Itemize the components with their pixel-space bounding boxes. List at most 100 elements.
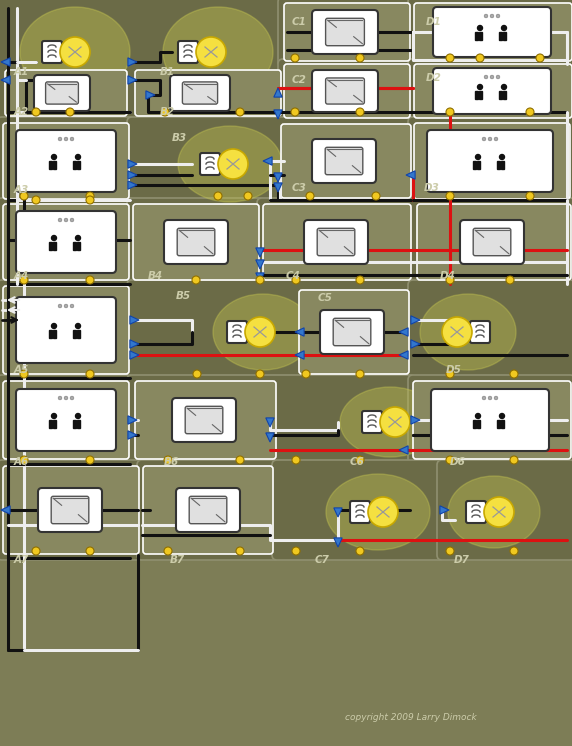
FancyBboxPatch shape: [178, 41, 198, 63]
Circle shape: [494, 396, 498, 400]
Polygon shape: [1, 76, 10, 84]
Bar: [473, 420, 475, 428]
Polygon shape: [128, 76, 137, 84]
FancyBboxPatch shape: [470, 321, 490, 343]
Circle shape: [499, 154, 505, 160]
Polygon shape: [146, 91, 155, 99]
FancyBboxPatch shape: [135, 381, 276, 459]
Polygon shape: [411, 316, 420, 325]
FancyBboxPatch shape: [3, 286, 129, 374]
Polygon shape: [256, 248, 264, 257]
Circle shape: [196, 37, 226, 67]
Circle shape: [499, 413, 505, 419]
FancyBboxPatch shape: [3, 466, 139, 554]
FancyBboxPatch shape: [281, 124, 411, 198]
Circle shape: [446, 192, 454, 200]
Text: C7: C7: [315, 555, 330, 565]
Polygon shape: [399, 446, 408, 454]
Ellipse shape: [420, 294, 516, 370]
Circle shape: [193, 370, 201, 378]
Text: A4: A4: [14, 271, 29, 281]
Bar: [497, 161, 499, 169]
Polygon shape: [1, 57, 10, 66]
FancyBboxPatch shape: [133, 204, 259, 280]
Circle shape: [70, 304, 74, 308]
Bar: [73, 161, 76, 169]
FancyBboxPatch shape: [0, 460, 144, 560]
Circle shape: [64, 137, 68, 141]
Bar: [49, 420, 51, 428]
Bar: [53, 420, 56, 428]
Polygon shape: [334, 538, 342, 547]
FancyBboxPatch shape: [135, 70, 281, 116]
Circle shape: [446, 54, 454, 62]
Bar: [53, 242, 56, 250]
Polygon shape: [274, 183, 282, 192]
Circle shape: [484, 497, 514, 527]
Polygon shape: [256, 260, 264, 269]
Text: D6: D6: [450, 457, 466, 467]
Text: C4: C4: [286, 271, 301, 281]
Bar: [501, 420, 504, 428]
Circle shape: [356, 370, 364, 378]
Circle shape: [60, 37, 90, 67]
FancyBboxPatch shape: [312, 139, 376, 183]
Bar: [49, 161, 51, 169]
Circle shape: [536, 54, 544, 62]
Bar: [477, 161, 480, 169]
Circle shape: [256, 370, 264, 378]
Bar: [53, 161, 56, 169]
Ellipse shape: [448, 476, 540, 548]
Bar: [475, 32, 478, 40]
Text: D7: D7: [454, 555, 470, 565]
FancyBboxPatch shape: [16, 297, 116, 363]
Circle shape: [356, 276, 364, 284]
Circle shape: [236, 456, 244, 464]
Bar: [77, 161, 80, 169]
FancyBboxPatch shape: [16, 389, 116, 451]
Bar: [497, 420, 499, 428]
Circle shape: [478, 25, 483, 31]
Circle shape: [245, 317, 275, 347]
Circle shape: [256, 276, 264, 284]
Circle shape: [510, 547, 518, 555]
Bar: [473, 161, 475, 169]
Bar: [53, 330, 56, 338]
Text: D2: D2: [426, 73, 442, 83]
Circle shape: [526, 108, 534, 116]
Polygon shape: [411, 339, 420, 348]
Circle shape: [70, 218, 74, 222]
Bar: [503, 91, 506, 99]
FancyBboxPatch shape: [278, 0, 415, 67]
Circle shape: [236, 547, 244, 555]
Circle shape: [484, 75, 488, 79]
FancyBboxPatch shape: [0, 198, 134, 287]
FancyBboxPatch shape: [185, 407, 223, 433]
Circle shape: [446, 370, 454, 378]
Polygon shape: [256, 273, 264, 282]
Text: A5: A5: [14, 365, 29, 375]
FancyBboxPatch shape: [0, 375, 134, 467]
Circle shape: [76, 154, 81, 160]
FancyBboxPatch shape: [312, 10, 378, 54]
Circle shape: [356, 54, 364, 62]
Circle shape: [58, 304, 62, 308]
Circle shape: [51, 236, 57, 240]
Circle shape: [446, 456, 454, 464]
Circle shape: [494, 137, 498, 141]
Circle shape: [368, 497, 398, 527]
Text: D1: D1: [426, 17, 442, 27]
FancyBboxPatch shape: [325, 19, 364, 46]
Circle shape: [291, 108, 299, 116]
Circle shape: [51, 324, 57, 328]
Text: A2: A2: [14, 107, 29, 117]
Circle shape: [502, 84, 506, 90]
Polygon shape: [130, 339, 139, 348]
Circle shape: [161, 108, 169, 116]
FancyBboxPatch shape: [460, 220, 524, 264]
Text: B2: B2: [160, 107, 175, 117]
Circle shape: [86, 276, 94, 284]
Text: C6: C6: [350, 457, 365, 467]
Circle shape: [306, 192, 314, 200]
FancyBboxPatch shape: [127, 280, 415, 382]
